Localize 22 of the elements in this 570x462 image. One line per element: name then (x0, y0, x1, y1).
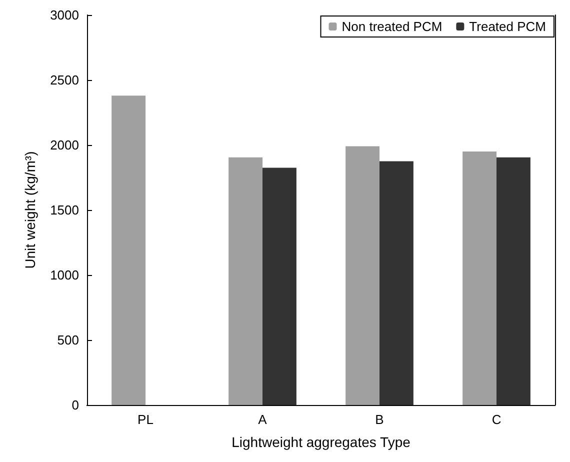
y-tick-label: 2500 (50, 72, 79, 88)
bar (346, 146, 380, 405)
bar (380, 161, 414, 405)
legend-label: Treated PCM (469, 19, 546, 34)
y-tick-label: 2000 (50, 138, 79, 152)
legend-label: Non treated PCM (342, 19, 442, 34)
y-tick-label: 1000 (50, 268, 79, 282)
x-tick-label: B (375, 412, 384, 427)
y-tick-label: 3000 (50, 8, 79, 22)
y-tick-label: 500 (57, 332, 79, 348)
x-tick-label: PL (138, 412, 154, 427)
bar (112, 96, 146, 405)
x-tick-label: A (258, 412, 268, 427)
bar (262, 168, 296, 405)
bar (496, 157, 530, 405)
bar (228, 157, 262, 405)
x-axis-title: Lightweight aggregates Type (232, 434, 411, 450)
y-tick-label: 1500 (50, 202, 79, 218)
y-tick-label: 0 (72, 398, 79, 412)
x-tick-label: C (492, 412, 502, 427)
y-axis-title: Unit weight (kg/m³) (22, 151, 38, 269)
bar (462, 152, 496, 405)
